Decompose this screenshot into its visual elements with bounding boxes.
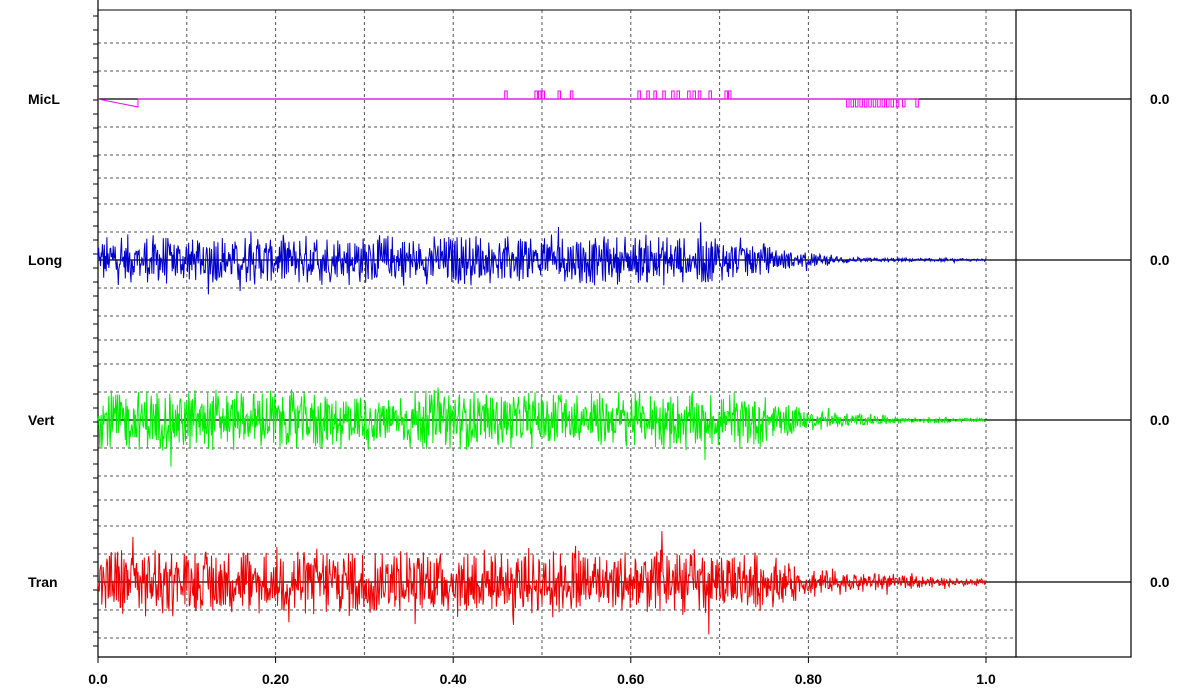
micl-pulse: [872, 98, 877, 108]
micl-pulse: [868, 98, 872, 108]
micl-pulse: [877, 98, 881, 108]
micl-pulse: [902, 98, 906, 108]
x-tick-label: 0.60: [617, 671, 644, 687]
micl-pulse: [504, 90, 508, 100]
micl-pulse: [692, 90, 696, 100]
channel-label-long: Long: [28, 252, 62, 268]
trace-long: [97, 222, 987, 295]
channel-value-vert: 0.0: [1150, 412, 1170, 428]
micl-pulse: [859, 98, 863, 108]
x-tick-label: 0.20: [262, 671, 289, 687]
micl-pulse: [662, 90, 666, 100]
micl-pulse: [915, 98, 919, 108]
channel-label-vert: Vert: [28, 412, 55, 428]
micl-pulse: [537, 90, 542, 100]
micl-pulse: [708, 90, 712, 100]
channel-label-tran: Tran: [28, 574, 58, 590]
axis-labels: MicL 0.0 Long 0.0 Vert 0.0 Tran 0.0 0.0 0.20 0.40 0…: [28, 91, 1170, 687]
micl-pulse: [697, 90, 702, 100]
micl-pulse: [854, 98, 859, 108]
x-tick-label: 0.40: [440, 671, 467, 687]
micl-pulse: [637, 90, 641, 100]
trace-tran: [97, 530, 987, 635]
micl-pulse: [850, 98, 855, 108]
channel-value-long: 0.0: [1150, 252, 1170, 268]
micl-pulse: [881, 98, 886, 108]
micl-pulse: [569, 90, 574, 100]
micl-pulse: [846, 98, 850, 108]
micl-pulse: [534, 90, 538, 100]
trace-vert: [97, 387, 987, 467]
micl-pulse: [676, 90, 680, 100]
channel-label-micl: MicL: [28, 91, 60, 107]
micl-pulse: [727, 90, 732, 100]
x-tick-label: 0.80: [795, 671, 822, 687]
micl-pulse: [557, 90, 561, 100]
channel-traces: [97, 90, 987, 635]
x-tick-label: 0.0: [88, 671, 108, 687]
micl-pulse: [863, 98, 868, 108]
channel-value-micl: 0.0: [1150, 91, 1170, 107]
micl-pulse: [886, 98, 890, 108]
micl-pulse: [895, 98, 900, 108]
micl-pulse: [724, 90, 728, 100]
x-tick-label: 1.0: [976, 671, 996, 687]
micl-pulse: [687, 90, 691, 100]
micl-pulse: [890, 98, 894, 108]
trace-micl: [97, 98, 915, 108]
channel-value-tran: 0.0: [1150, 574, 1170, 590]
micl-pulse: [541, 90, 545, 100]
side-panel-frame: [1015, 9, 1132, 658]
micl-pulse: [653, 90, 657, 100]
micl-pulse: [646, 90, 650, 100]
micl-pulse: [671, 90, 675, 100]
